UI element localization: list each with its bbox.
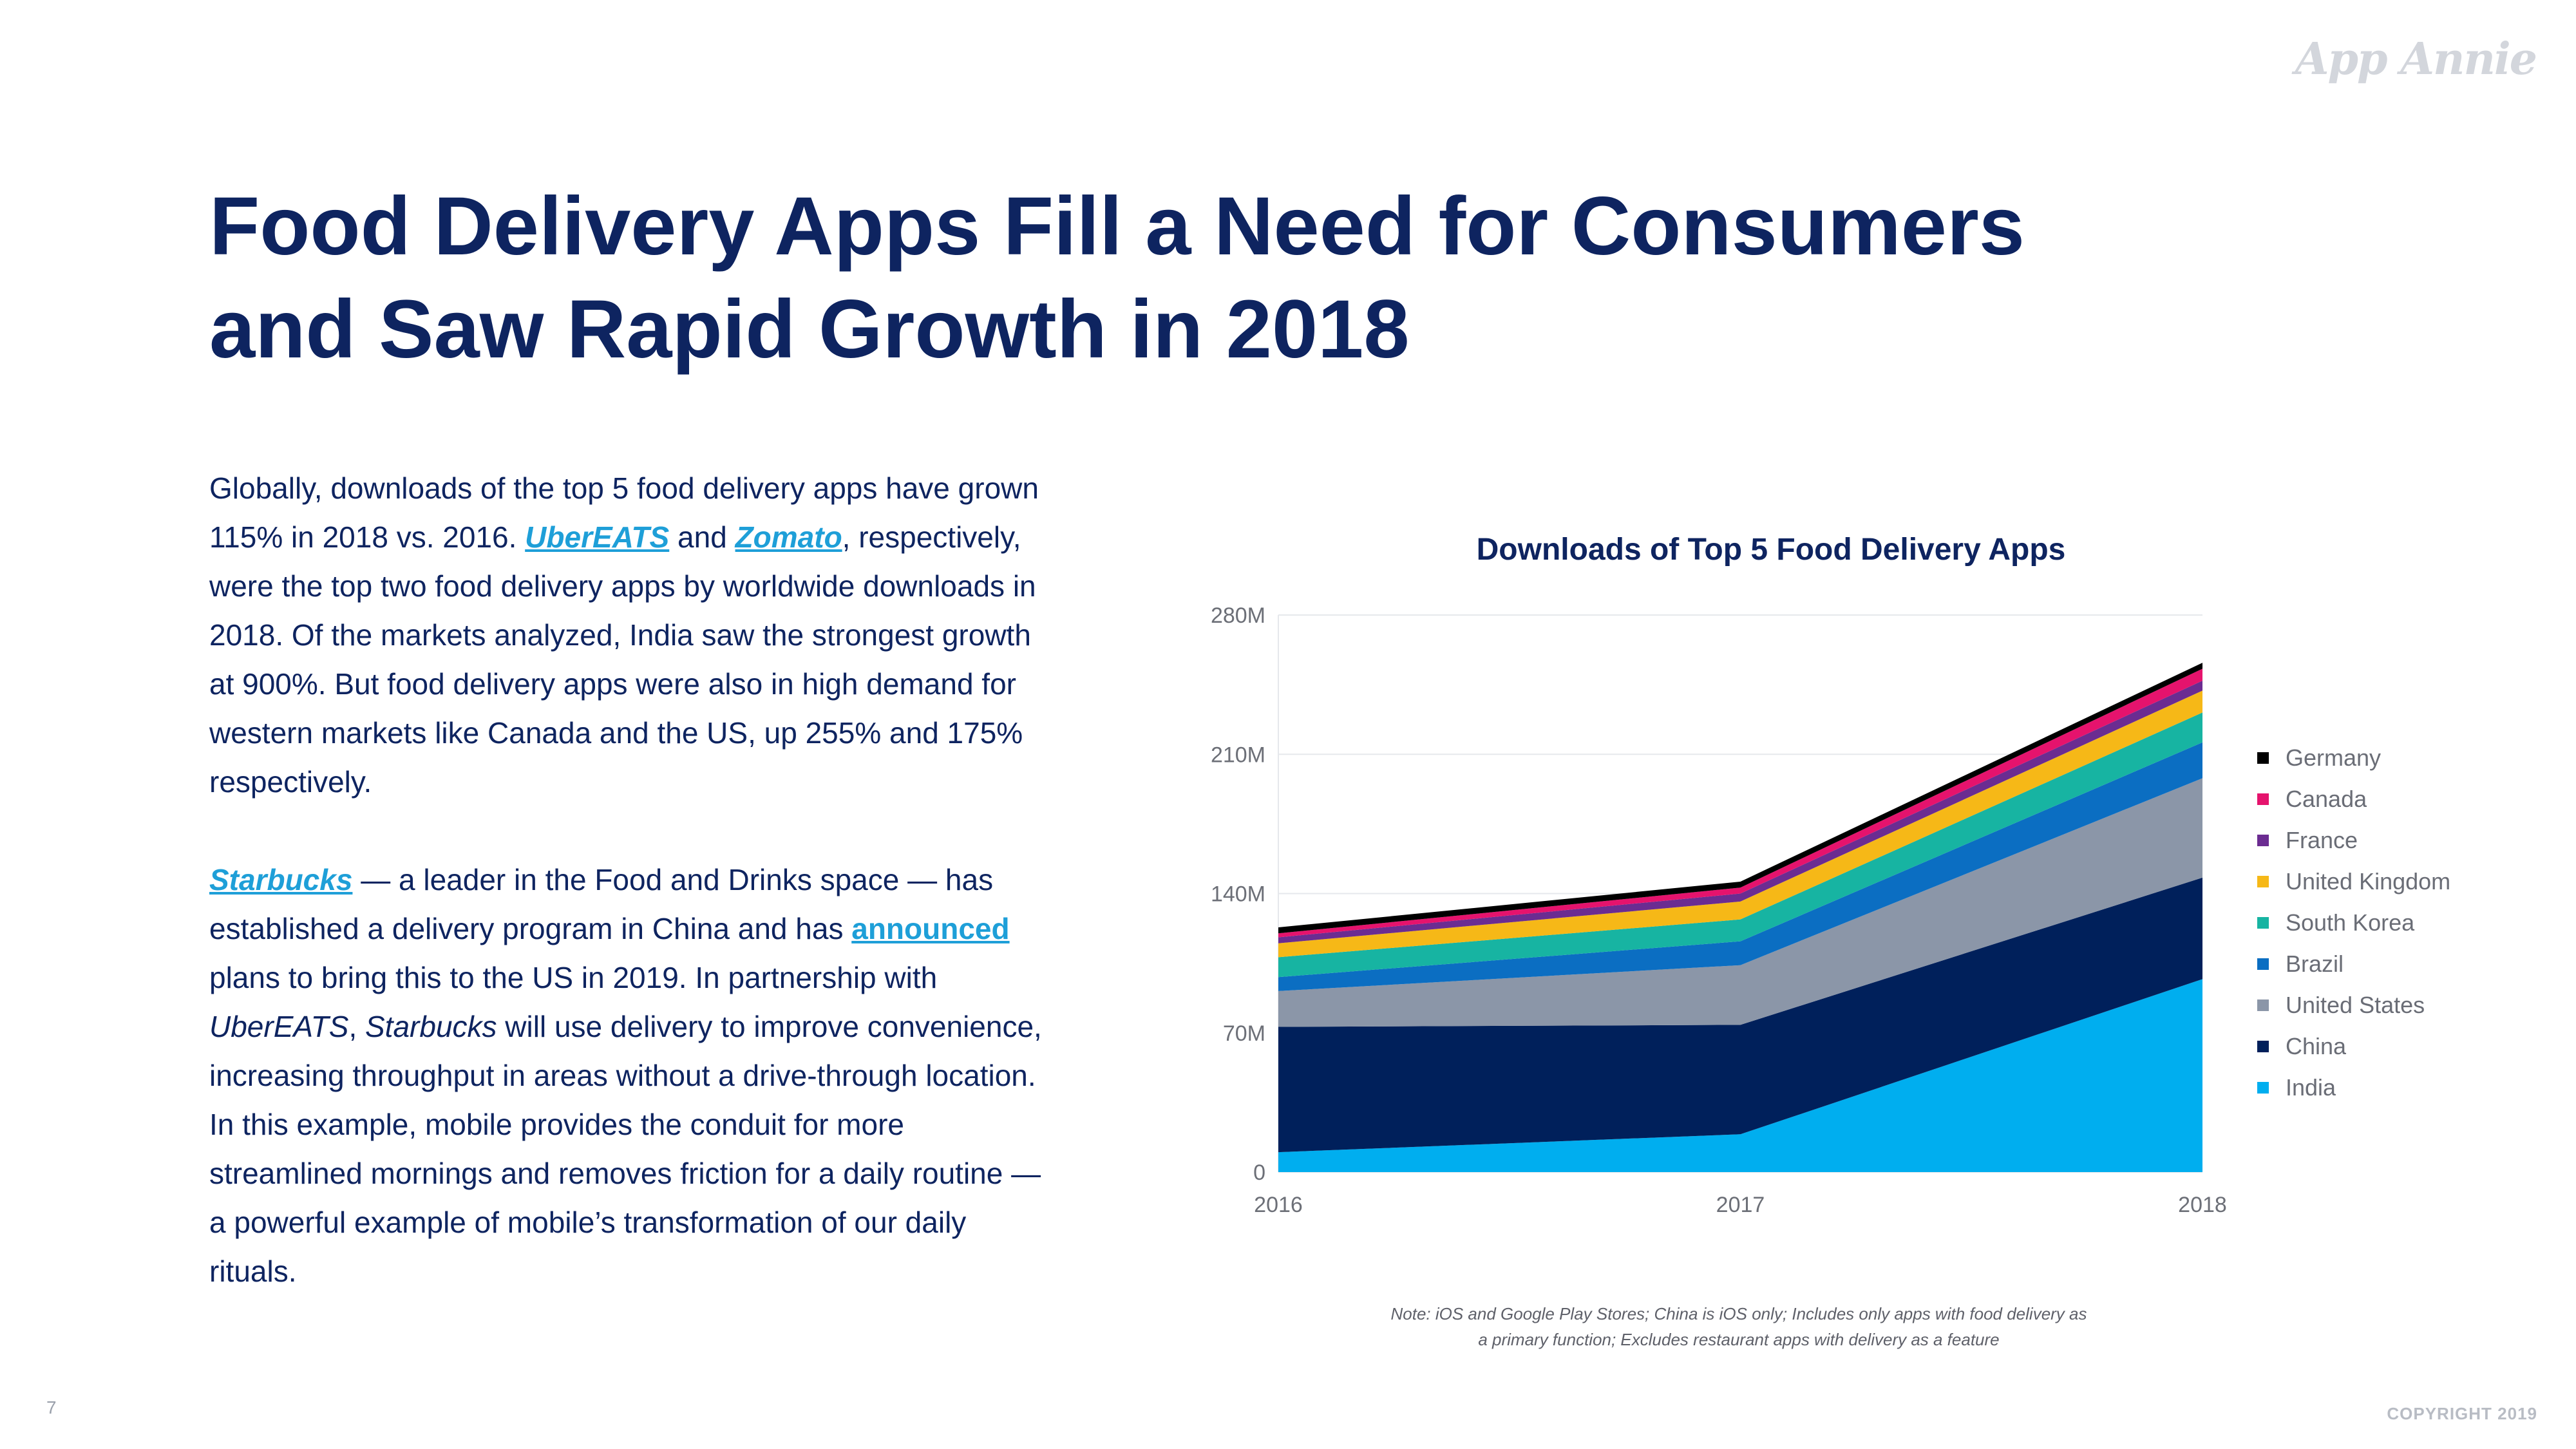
y-tick-label: 70M: [1223, 1021, 1265, 1046]
announced-link[interactable]: announced: [851, 912, 1010, 945]
legend-item: Germany: [2257, 737, 2450, 779]
legend-label: South Korea: [2286, 909, 2415, 936]
area-china: [1278, 877, 2202, 1153]
y-tick-label: 280M: [1211, 603, 1265, 628]
area-united-states: [1278, 778, 2202, 1027]
p2-em-starbucks: Starbucks: [365, 1010, 497, 1043]
page-number: 7: [46, 1397, 57, 1417]
legend-label: Brazil: [2286, 951, 2344, 977]
legend-item: India: [2257, 1067, 2450, 1108]
legend-item: South Korea: [2257, 902, 2450, 943]
app-annie-logo: App Annie: [2295, 33, 2537, 85]
area-series: [1278, 663, 2202, 1172]
y-tick-label: 140M: [1211, 882, 1265, 907]
x-axis-labels: 2016 2017 2018: [1254, 1193, 2227, 1217]
legend-label: United States: [2286, 992, 2425, 1018]
legend-swatch: [2257, 835, 2269, 846]
p2-text-c: ,: [348, 1010, 365, 1043]
legend-label: India: [2286, 1074, 2336, 1101]
chart-title: Downloads of Top 5 Food Delivery Apps: [1476, 533, 2066, 567]
legend-item: Brazil: [2257, 943, 2450, 985]
area-united-kingdom: [1278, 690, 2202, 958]
starbucks-link[interactable]: Starbucks: [209, 863, 353, 896]
p2-text-d: will use delivery to improve convenience…: [209, 1010, 1042, 1288]
legend-swatch: [2257, 752, 2269, 764]
legend-swatch: [2257, 1041, 2269, 1052]
paragraph-1: Globally, downloads of the top 5 food de…: [209, 464, 1053, 806]
x-tick-label: 2017: [1716, 1193, 1765, 1217]
ubereats-link[interactable]: UberEATS: [525, 520, 670, 554]
copyright: COPYRIGHT 2019: [2387, 1404, 2537, 1423]
y-axis-labels: 0 70M 140M 210M 280M: [1211, 603, 1265, 1185]
legend-item: United States: [2257, 985, 2450, 1026]
legend-swatch: [2257, 793, 2269, 805]
legend-item: United Kingdom: [2257, 861, 2450, 902]
paragraph-2: Starbucks — a leader in the Food and Dri…: [209, 855, 1053, 1296]
legend-label: Germany: [2286, 744, 2382, 771]
legend-label: China: [2286, 1033, 2347, 1059]
legend-item: Canada: [2257, 779, 2450, 820]
p2-text-b: plans to bring this to the US in 2019. I…: [209, 961, 938, 994]
x-tick-label: 2018: [2178, 1193, 2227, 1217]
p1-text-a: Globally, downloads of the top 5 food de…: [209, 471, 1039, 554]
legend-item: France: [2257, 820, 2450, 861]
legend-label: Canada: [2286, 786, 2367, 812]
area-south-korea: [1278, 712, 2202, 978]
area-india: [1278, 979, 2202, 1172]
y-tick-label: 210M: [1211, 743, 1265, 767]
chart-note: Note: iOS and Google Play Stores; China …: [1390, 1304, 2087, 1349]
legend-swatch: [2257, 958, 2269, 970]
legend-item: China: [2257, 1026, 2450, 1067]
chart-legend: Germany Canada France United Kingdom South K…: [2257, 737, 2450, 1108]
legend-swatch: [2257, 999, 2269, 1011]
y-tick-label: 0: [1253, 1160, 1265, 1185]
p1-text-b: and: [669, 520, 735, 554]
x-tick-label: 2016: [1254, 1193, 1303, 1217]
legend-label: France: [2286, 827, 2358, 853]
legend-swatch: [2257, 1082, 2269, 1094]
legend-swatch: [2257, 876, 2269, 887]
p1-text-c: , respectively, were the top two food de…: [209, 520, 1036, 799]
body-text: Globally, downloads of the top 5 food de…: [209, 464, 1053, 1296]
legend-label: United Kingdom: [2286, 868, 2451, 895]
p2-em-ubereats: UberEATS: [209, 1010, 349, 1043]
p2-text-a: — a leader in the Food and Drinks space …: [209, 863, 994, 945]
page-title: Food Delivery Apps Fill a Need for Consu…: [209, 180, 2025, 375]
legend-swatch: [2257, 917, 2269, 929]
zomato-link[interactable]: Zomato: [735, 520, 842, 554]
